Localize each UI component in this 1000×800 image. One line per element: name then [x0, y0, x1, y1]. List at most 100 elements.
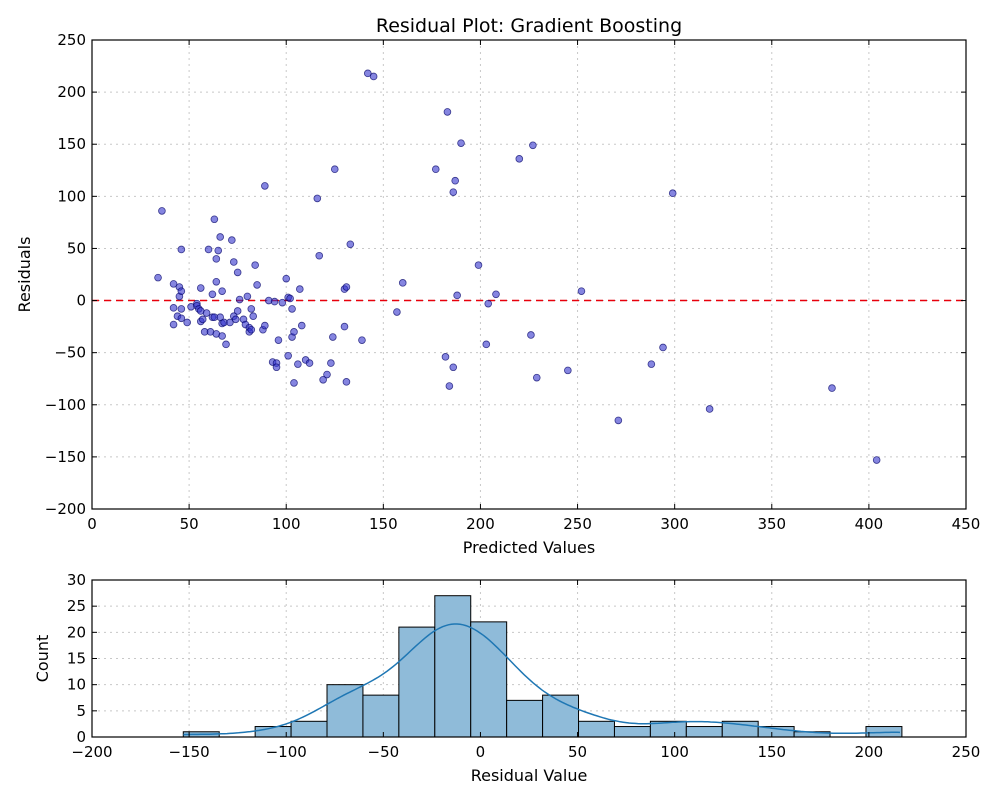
x-tick-label: −200: [71, 743, 112, 761]
scatter-point: [247, 305, 256, 313]
y-tick-label: 30: [67, 571, 86, 589]
scatter-point: [441, 353, 450, 361]
x-tick-label: 150: [369, 515, 398, 533]
scatter-point: [319, 375, 327, 384]
scatter-point: [315, 251, 324, 260]
scatter-point: [363, 69, 372, 78]
scatter-point: [249, 312, 258, 320]
scatter-point: [431, 165, 440, 174]
residual-scatter-plot: 0 50 100 150 200 250 300 350 400 450 −200 −150 −100 −…: [15, 15, 980, 557]
chart-title: Residual Plot: Gradient Boosting: [376, 15, 682, 37]
scatter-point: [492, 290, 500, 299]
histogram-bar: [613, 726, 651, 738]
y-tick-label: 200: [57, 83, 86, 101]
x-tick-label: 350: [757, 515, 786, 533]
histogram-bar: [362, 694, 400, 738]
scatter-point: [218, 332, 226, 340]
y-tick-label: 0: [76, 292, 86, 310]
scatter-point: [278, 298, 287, 307]
scatter-point: [668, 189, 677, 198]
scatter-point: [272, 363, 281, 372]
y-axis-label: Count: [33, 635, 52, 683]
x-tick-label: −50: [368, 743, 400, 761]
scatter-point: [457, 139, 465, 147]
scatter-point: [828, 384, 836, 392]
scatter-point: [282, 274, 291, 283]
scatter-point: [169, 280, 178, 288]
scatter-points: [154, 69, 881, 464]
scatter-point: [228, 236, 236, 244]
x-axis-label: Residual Value: [471, 766, 588, 785]
ticks: −200 −150 −100 −50 0 50 100 150 200 250 0 5 10 15 20 25…: [67, 571, 980, 761]
y-tick-label: 10: [67, 676, 86, 694]
scatter-point: [329, 333, 337, 341]
scatter-point: [222, 340, 230, 349]
residual-histogram: −200 −150 −100 −50 0 50 100 150 200 250 0 5 10 15 20 25…: [33, 571, 980, 785]
scatter-point: [286, 294, 294, 303]
x-tick-label: 300: [660, 515, 689, 533]
x-tick-label: 150: [757, 743, 786, 761]
x-tick-label: 0: [87, 515, 97, 533]
histogram-bar: [326, 684, 364, 738]
x-tick-label: 400: [855, 515, 884, 533]
x-tick-label: 50: [180, 515, 199, 533]
scatter-point: [346, 240, 355, 249]
scatter-point: [482, 340, 491, 349]
x-tick-label: 200: [855, 743, 884, 761]
plot-frame: [91, 39, 967, 510]
scatter-point: [340, 322, 349, 331]
scatter-point: [218, 287, 226, 295]
scatter-point: [323, 370, 331, 379]
scatter-point: [296, 285, 304, 293]
scatter-point: [177, 305, 186, 313]
y-tick-label: 150: [57, 135, 86, 153]
scatter-point: [288, 305, 296, 313]
scatter-point: [169, 320, 178, 329]
x-tick-label: 250: [952, 743, 981, 761]
scatter-point: [210, 215, 219, 224]
scatter-point: [647, 360, 656, 368]
scatter-point: [327, 359, 335, 367]
scatter-point: [251, 261, 259, 269]
scatter-point: [297, 321, 306, 330]
scatter-point: [247, 325, 256, 334]
grid-lines: [91, 39, 967, 510]
scatter-point: [169, 304, 178, 312]
scatter-point: [231, 315, 240, 324]
x-tick-label: −100: [266, 743, 307, 761]
scatter-point: [284, 351, 292, 360]
scatter-point: [158, 207, 166, 215]
scatter-point: [196, 284, 205, 292]
scatter-point: [577, 287, 586, 295]
scatter-point: [177, 287, 186, 295]
scatter-point: [474, 261, 483, 269]
y-tick-label: 5: [76, 702, 86, 720]
scatter-point: [274, 336, 283, 344]
scatter-point: [305, 359, 314, 367]
scatter-point: [183, 318, 191, 327]
kde-curve: [183, 623, 901, 736]
scatter-point: [290, 328, 298, 336]
scatter-point: [253, 281, 261, 289]
histogram-bar: [398, 626, 436, 738]
scatter-point: [449, 363, 458, 372]
scatter-point: [453, 291, 461, 300]
histogram-bars: [182, 595, 903, 738]
scatter-point: [369, 72, 378, 81]
x-tick-label: 100: [272, 515, 301, 533]
y-tick-label: 25: [67, 597, 86, 615]
scatter-point: [313, 194, 322, 203]
scatter-point: [290, 379, 298, 387]
y-tick-label: −200: [45, 500, 86, 518]
scatter-point: [443, 108, 452, 116]
scatter-point: [202, 309, 211, 317]
scatter-point: [208, 290, 217, 299]
scatter-point: [358, 336, 366, 344]
x-tick-label: 0: [476, 743, 486, 761]
scatter-point: [330, 165, 339, 174]
y-tick-label: 0: [76, 728, 86, 746]
y-tick-label: −150: [45, 448, 86, 466]
scatter-point: [527, 331, 535, 339]
scatter-point: [270, 297, 279, 306]
scatter-point: [204, 245, 213, 254]
